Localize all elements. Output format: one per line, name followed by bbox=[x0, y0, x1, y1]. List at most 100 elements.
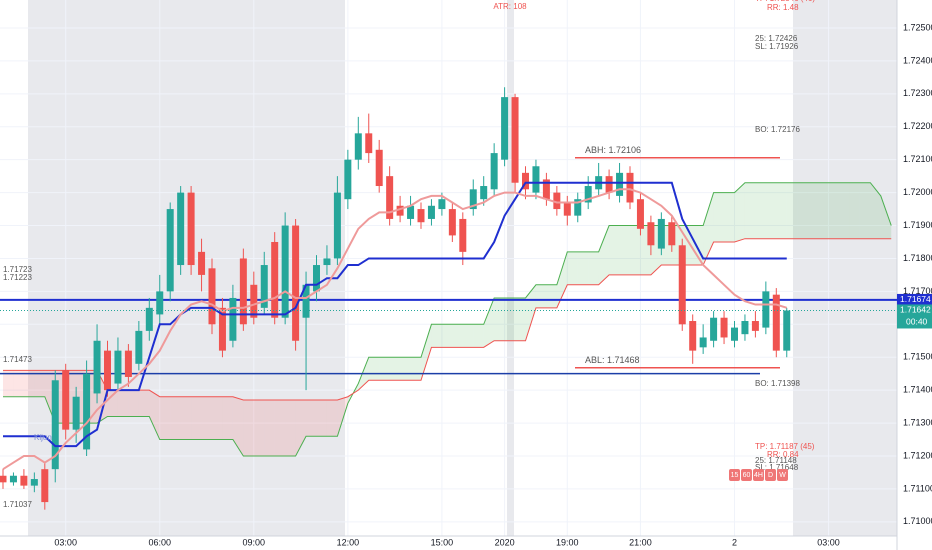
candle-body bbox=[292, 225, 300, 341]
cloud-segment bbox=[515, 297, 526, 341]
cloud-segment bbox=[462, 324, 474, 348]
candle-body bbox=[72, 396, 80, 430]
y-tick-label: 1.71700 bbox=[903, 286, 932, 296]
cloud-segment bbox=[556, 251, 568, 308]
cloud-segment bbox=[159, 396, 171, 440]
candle-body bbox=[239, 258, 247, 325]
annotation: 1.71223 bbox=[3, 273, 32, 282]
cloud-span-a bbox=[3, 182, 892, 457]
price-box-label: 1.71674 bbox=[900, 294, 931, 304]
cloud-segment bbox=[567, 251, 578, 285]
candle-body bbox=[699, 337, 707, 348]
cloud-segment bbox=[295, 400, 307, 456]
candle-body bbox=[218, 307, 226, 351]
candle-body bbox=[260, 265, 268, 308]
cloud-segment bbox=[243, 400, 254, 456]
cloud-segment bbox=[441, 324, 453, 348]
cloud-segment bbox=[222, 396, 233, 440]
badge bbox=[741, 469, 752, 481]
candle-body bbox=[30, 479, 38, 486]
cloud-segment bbox=[577, 251, 589, 285]
y-tick-label: 1.71100 bbox=[903, 483, 932, 493]
annotation: TP: 1.71187 (45) bbox=[755, 442, 815, 451]
x-tick-label: 2020 bbox=[495, 537, 515, 547]
candle-body bbox=[302, 284, 310, 318]
cloud-segment bbox=[839, 182, 850, 239]
candle-body bbox=[522, 172, 529, 190]
candle-body bbox=[542, 179, 550, 200]
badge-label: 60 bbox=[743, 472, 751, 479]
cloud-segment bbox=[755, 182, 766, 239]
candle-body bbox=[605, 176, 613, 193]
annotation: RR: 1.48 bbox=[767, 3, 799, 12]
candle-body bbox=[187, 192, 195, 266]
y-tick-label: 1.72200 bbox=[903, 121, 932, 131]
candle-body bbox=[584, 186, 592, 203]
candle-body bbox=[532, 166, 540, 193]
cloud-segment bbox=[535, 284, 547, 308]
cloud-span-b bbox=[3, 238, 892, 401]
candle-body bbox=[51, 380, 59, 470]
y-tick-label: 1.71400 bbox=[903, 385, 932, 395]
cloud-segment bbox=[138, 390, 150, 417]
candle-body bbox=[480, 186, 488, 200]
candle-body bbox=[616, 172, 624, 196]
x-tick-label: 21:00 bbox=[629, 537, 652, 547]
x-tick-label: 03:00 bbox=[817, 537, 840, 547]
cloud-segment bbox=[880, 195, 892, 239]
badge bbox=[765, 469, 776, 481]
cloud-segment bbox=[828, 182, 839, 239]
cloud-segment bbox=[3, 370, 14, 397]
candle-body bbox=[375, 149, 383, 187]
candle-body bbox=[720, 317, 728, 338]
cloud-segment bbox=[389, 357, 401, 381]
cloud-segment bbox=[410, 357, 421, 381]
candle-body bbox=[396, 205, 404, 216]
cloud-segment bbox=[23, 370, 35, 397]
candle-body bbox=[438, 199, 446, 210]
candle-body bbox=[177, 192, 185, 266]
candle-body bbox=[448, 209, 456, 236]
candle-body bbox=[365, 133, 373, 154]
candle-body bbox=[427, 205, 435, 219]
cloud-segment bbox=[692, 225, 704, 266]
candle-body bbox=[501, 97, 509, 160]
cloud-segment bbox=[797, 182, 808, 239]
indicator-line bbox=[2, 188, 788, 471]
cloud-segment bbox=[400, 357, 411, 381]
cloud-segment bbox=[191, 396, 202, 440]
cloud-segment bbox=[870, 182, 881, 239]
cloud-segment bbox=[609, 225, 620, 275]
cloud-segment bbox=[765, 182, 777, 239]
candle-body bbox=[762, 291, 770, 328]
candle-body bbox=[313, 265, 320, 292]
cloud-segment bbox=[170, 396, 181, 440]
cloud-segment bbox=[149, 390, 160, 440]
candle-body bbox=[93, 340, 101, 394]
cloud-segment bbox=[212, 396, 223, 440]
x-tick-label: 2 bbox=[732, 537, 737, 547]
candle-body bbox=[124, 350, 132, 377]
y-tick-label: 1.71000 bbox=[903, 516, 932, 526]
candle-body bbox=[407, 205, 415, 219]
candle-body bbox=[783, 310, 791, 351]
candle-body bbox=[731, 327, 738, 341]
y-tick-label: 1.71800 bbox=[903, 253, 932, 263]
annotation: 1.71473 bbox=[3, 355, 32, 364]
candle-body bbox=[333, 192, 341, 259]
cloud-segment bbox=[253, 400, 265, 456]
cloud-segment bbox=[117, 390, 129, 417]
annotation: 25: 1.71148 bbox=[755, 456, 797, 465]
candle-body bbox=[417, 209, 425, 223]
candle-body bbox=[104, 350, 111, 391]
candle-body bbox=[511, 97, 519, 183]
candle-body bbox=[323, 258, 331, 266]
cloud-segment bbox=[776, 182, 787, 239]
badge-label: 4H bbox=[754, 472, 763, 479]
annotation: TP: 1.72546 (46) bbox=[755, 0, 815, 3]
candle-body bbox=[689, 321, 697, 351]
candle-body bbox=[459, 218, 467, 252]
annotation: SL: 1.71926 bbox=[755, 42, 799, 51]
